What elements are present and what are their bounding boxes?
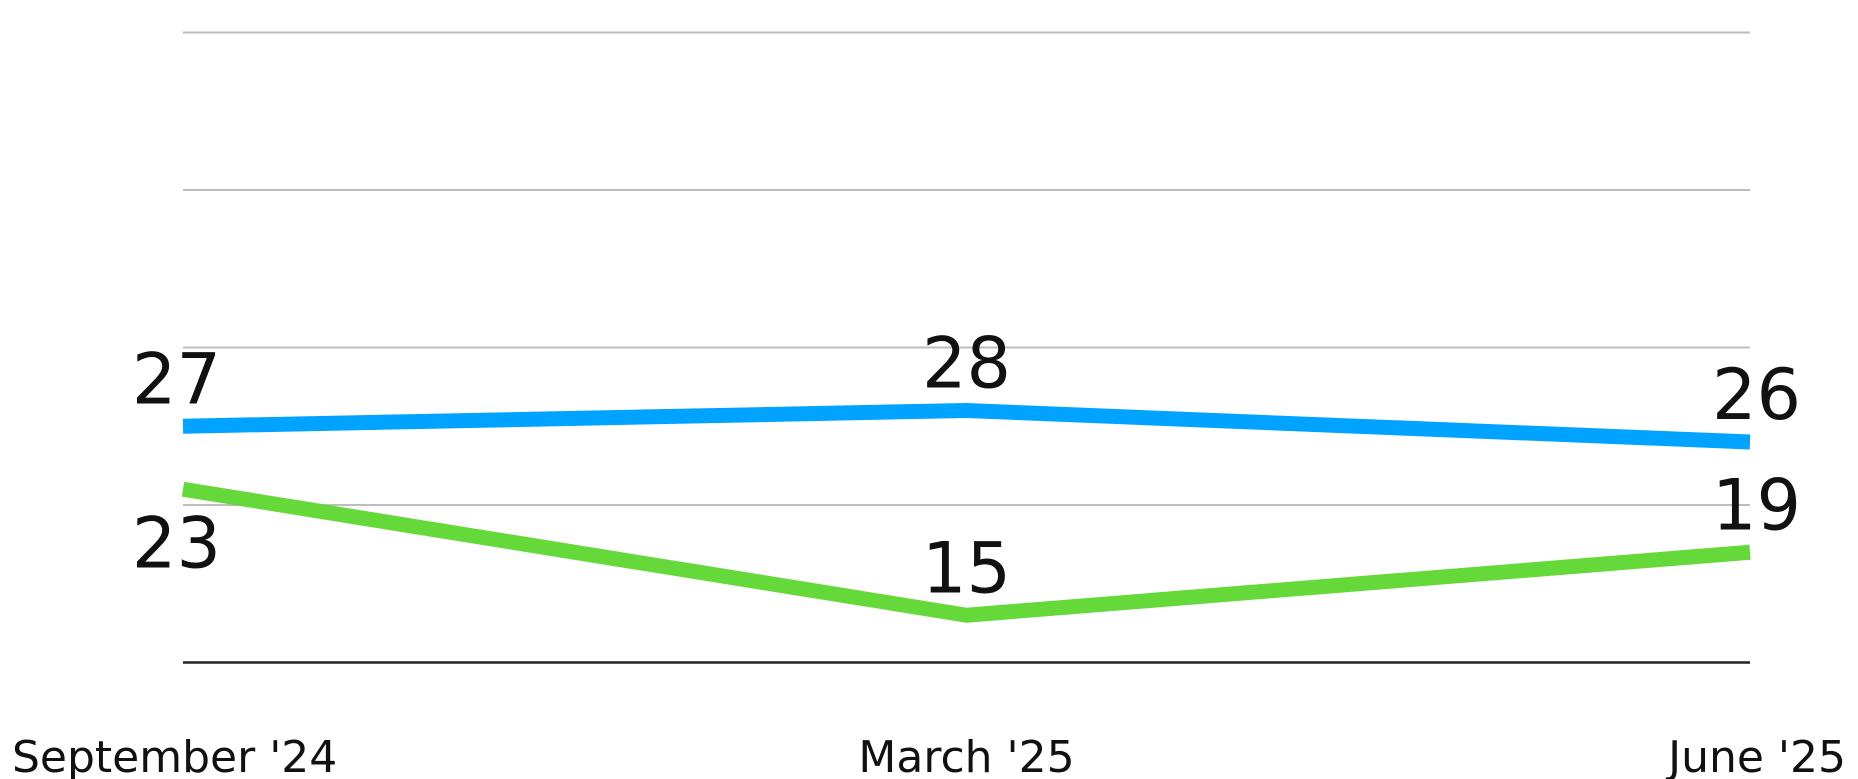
data-labels: 555755272826231519 — [132, 323, 1801, 610]
x-tick-label: September '24 — [12, 732, 337, 779]
data-label: 27 — [132, 338, 221, 420]
data-label: 23 — [132, 502, 221, 584]
series-lines — [181, 403, 1751, 623]
x-tick-label: June '25 — [1665, 732, 1846, 779]
data-label: 19 — [1712, 464, 1801, 546]
gridlines — [183, 31, 1750, 664]
x-tick-label: March '25 — [858, 732, 1074, 779]
series-line-2 — [182, 403, 1751, 450]
data-label: 26 — [1712, 354, 1801, 436]
series-line-3 — [181, 481, 1751, 623]
data-label: 28 — [922, 323, 1011, 405]
data-label: 15 — [922, 527, 1011, 609]
x-axis-ticks: September '24 March '25 June '25 — [12, 732, 1846, 779]
